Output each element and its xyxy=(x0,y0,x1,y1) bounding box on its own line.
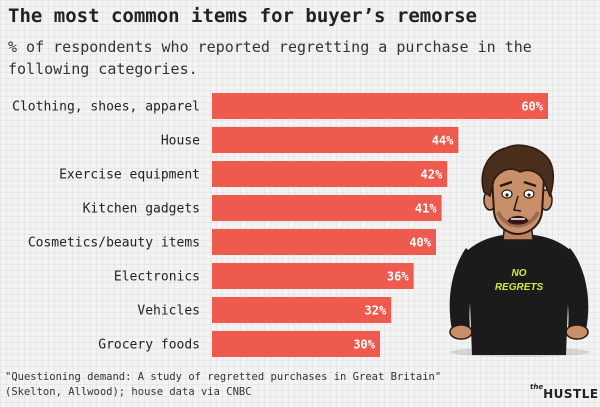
value-label-1: 44% xyxy=(432,134,454,148)
value-label-4: 40% xyxy=(409,236,431,250)
bar-4 xyxy=(212,229,436,255)
category-label-2: Exercise equipment xyxy=(59,168,200,183)
bar-3 xyxy=(212,195,442,221)
no-regrets-man-illustration: NO REGRETS xyxy=(449,144,590,357)
value-label-6: 32% xyxy=(365,304,387,318)
category-label-4: Cosmetics/beauty items xyxy=(28,236,200,251)
value-label-2: 42% xyxy=(421,168,443,182)
bar-7 xyxy=(212,331,380,357)
bar-2 xyxy=(212,161,448,187)
category-label-6: Vehicles xyxy=(137,304,200,319)
category-label-1: House xyxy=(161,134,200,149)
shirt-text-line-2: REGRETS xyxy=(495,282,544,293)
chart-title: The most common items for buyer’s remors… xyxy=(8,5,477,27)
bar-1 xyxy=(212,127,459,153)
bar-0 xyxy=(212,93,548,119)
bar-6 xyxy=(212,297,392,323)
chart-subtitle: % of respondents who reported regretting… xyxy=(8,38,532,78)
value-label-7: 30% xyxy=(353,338,375,352)
category-label-5: Electronics xyxy=(114,270,200,285)
value-label-0: 60% xyxy=(521,100,543,114)
category-label-3: Kitchen gadgets xyxy=(83,202,200,217)
source-note: "Questioning demand: A study of regrette… xyxy=(5,371,442,398)
the-hustle-logo: theHUSTLE xyxy=(530,383,599,401)
logo-hustle: HUSTLE xyxy=(543,387,599,401)
logo-the: the xyxy=(530,383,544,391)
bar-5 xyxy=(212,263,414,289)
value-label-5: 36% xyxy=(387,270,409,284)
category-label-7: Grocery foods xyxy=(98,338,200,353)
bars-layer: Clothing, shoes, apparel 60% House 44% Exerc… xyxy=(12,93,548,357)
value-label-3: 41% xyxy=(415,202,437,216)
category-label-0: Clothing, shoes, apparel xyxy=(12,100,200,115)
shirt-text-line-1: NO xyxy=(512,268,527,279)
